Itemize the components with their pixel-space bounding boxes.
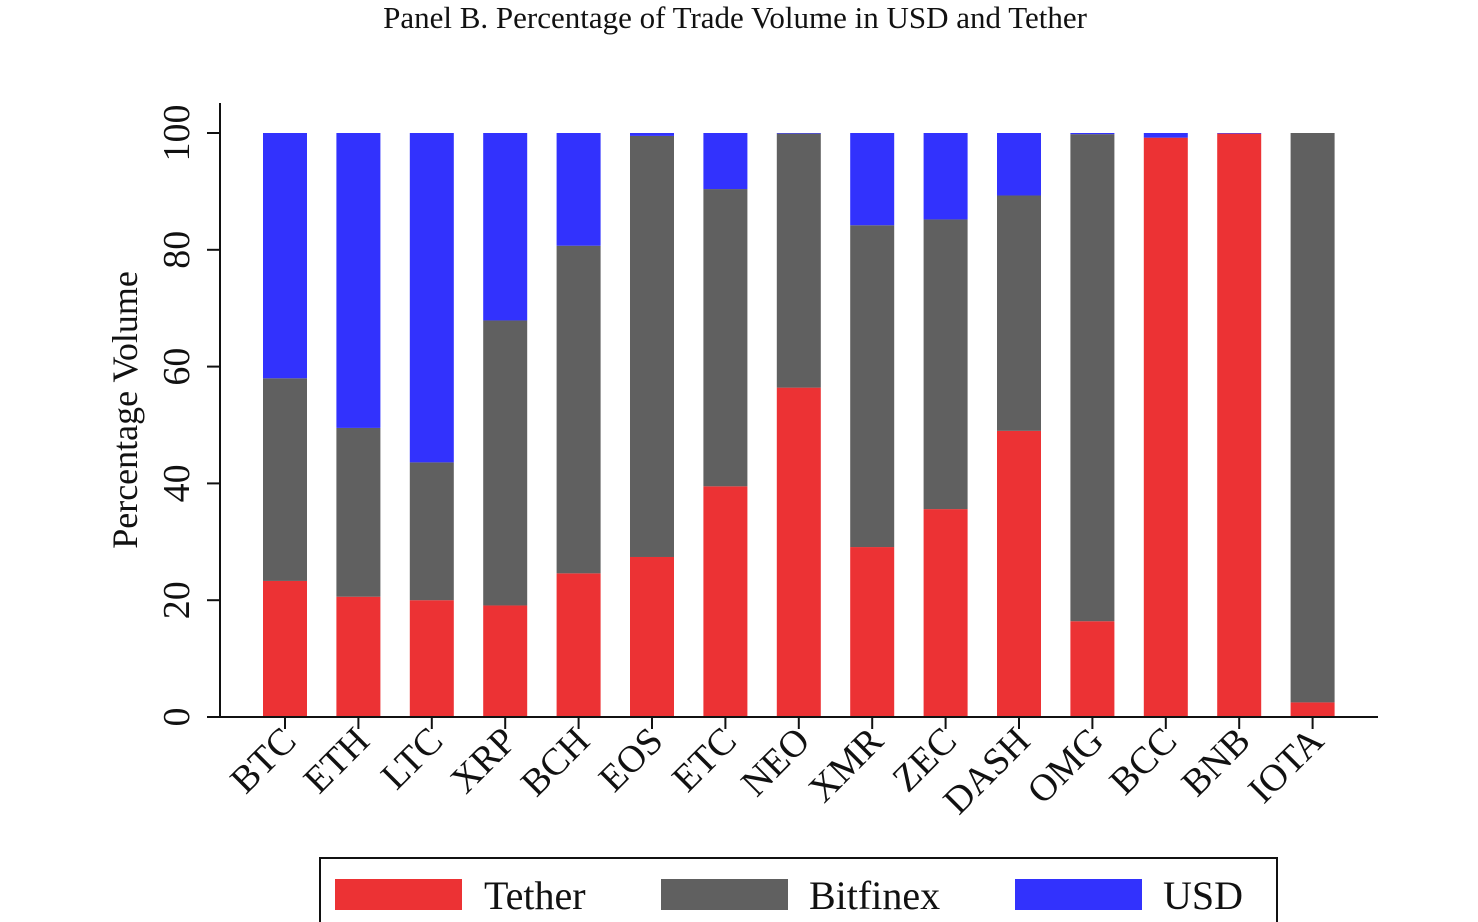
x-tick-label-eos: EOS	[591, 720, 671, 800]
legend-box	[319, 857, 1278, 922]
bar-bcc-usd	[1143, 133, 1188, 138]
bar-dash-usd	[997, 133, 1041, 196]
legend-swatch-tether	[335, 879, 462, 910]
x-tick-label-dash: DASH	[936, 720, 1039, 823]
bar-neo-usd	[776, 133, 821, 134]
bar-zec-bitfinex	[923, 219, 968, 510]
bar-xrp-tether	[483, 605, 528, 717]
bar-dash-bitfinex	[997, 195, 1041, 431]
y-ticks: 0 20 40 60 80 100	[156, 105, 220, 727]
x-tick-label-btc: BTC	[222, 720, 304, 802]
x-tick-label-ltc: LTC	[373, 720, 451, 798]
bar-omg-bitfinex	[1070, 134, 1115, 622]
bar-eth-bitfinex	[336, 427, 381, 597]
bars-layer	[263, 133, 1335, 718]
bar-ltc-usd	[409, 133, 454, 463]
y-tick-label: 20	[156, 581, 198, 619]
bar-eos-bitfinex	[630, 135, 674, 557]
bar-eos-usd	[630, 133, 674, 136]
legend-swatch-usd	[1015, 879, 1142, 910]
bar-ltc-tether	[409, 600, 454, 717]
legend-label-tether: Tether	[484, 873, 586, 918]
bar-bnb-usd	[1217, 133, 1262, 134]
bar-etc-usd	[703, 133, 748, 190]
bar-etc-bitfinex	[703, 189, 748, 487]
bar-xmr-tether	[850, 547, 895, 717]
bar-etc-tether	[703, 486, 748, 717]
chart-title: Panel B. Percentage of Trade Volume in U…	[383, 0, 1087, 35]
bar-eth-tether	[336, 596, 381, 717]
x-tick-label-eth: ETH	[296, 720, 378, 802]
legend-label-bitfinex: Bitfinex	[809, 873, 940, 918]
x-tick-label-etc: ETC	[664, 720, 744, 800]
x-tick-label-xmr: XMR	[801, 719, 892, 810]
y-tick-label: 0	[156, 708, 198, 727]
x-tick-label-xrp: XRP	[443, 720, 525, 802]
x-tick-label-neo: NEO	[733, 720, 818, 805]
x-tick-label-bnb: BNB	[1174, 720, 1259, 805]
bar-bcc-tether	[1143, 137, 1188, 717]
y-tick-label: 40	[156, 464, 198, 502]
legend-label-usd: USD	[1163, 873, 1243, 918]
bar-iota-tether	[1290, 702, 1335, 717]
x-tick-label-bch: BCH	[513, 720, 598, 805]
bar-btc-tether	[263, 580, 307, 717]
bar-dash-tether	[997, 430, 1041, 717]
bar-eth-usd	[336, 133, 381, 428]
bar-xrp-usd	[483, 133, 528, 321]
bar-iota-bitfinex	[1290, 133, 1335, 703]
x-tick-label-omg: OMG	[1019, 720, 1111, 812]
bar-bch-bitfinex	[556, 245, 601, 574]
bar-btc-bitfinex	[263, 378, 307, 581]
y-tick-label: 80	[156, 231, 198, 269]
bar-ltc-bitfinex	[409, 462, 454, 601]
bar-zec-usd	[923, 133, 968, 220]
legend-swatch-bitfinex	[661, 879, 788, 910]
bar-omg-usd	[1070, 133, 1115, 135]
bar-eos-tether	[630, 556, 674, 717]
x-tick-label-iota: IOTA	[1240, 719, 1332, 811]
bar-neo-tether	[776, 387, 821, 717]
bar-zec-tether	[923, 509, 968, 717]
bar-btc-usd	[263, 133, 307, 379]
bar-neo-bitfinex	[776, 133, 821, 388]
bar-bch-tether	[556, 573, 601, 717]
y-tick-label: 60	[156, 348, 198, 386]
y-axis-title: Percentage Volume	[105, 271, 145, 549]
x-tick-label-bcc: BCC	[1102, 720, 1185, 803]
bar-xmr-usd	[850, 133, 895, 226]
legend: Tether Bitfinex USD	[319, 857, 1278, 922]
x-ticks: BTCETHLTCXRPBCHEOSETCNEOXMRZECDASHOMGBCC…	[222, 717, 1332, 823]
bar-xrp-bitfinex	[483, 320, 528, 606]
bar-xmr-bitfinex	[850, 225, 895, 548]
bar-bch-usd	[556, 133, 601, 246]
y-tick-label: 100	[156, 105, 198, 162]
bar-omg-tether	[1070, 621, 1115, 717]
bar-bnb-tether	[1217, 133, 1262, 718]
